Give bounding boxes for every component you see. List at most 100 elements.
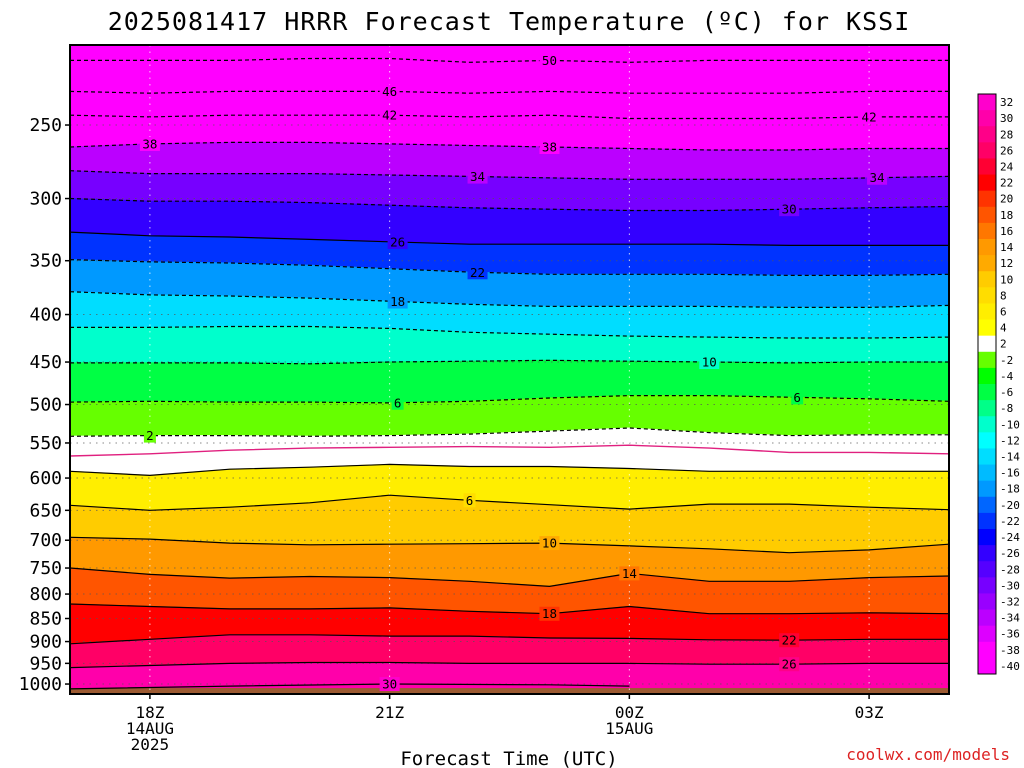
contour-layer — [70, 57, 949, 690]
contour-label-bg — [859, 109, 880, 124]
colorbar-swatch — [978, 126, 996, 143]
pressure-tick-label: 550 — [29, 433, 62, 454]
colorbar-label: 24 — [1000, 161, 1014, 174]
colorbar-swatch — [978, 303, 996, 321]
pressure-tick-label: 350 — [29, 251, 62, 272]
colorbar-label: 14 — [1000, 241, 1014, 254]
colorbar-swatch — [978, 239, 996, 256]
contour-label: 34 — [470, 169, 485, 184]
contour-line — [70, 494, 949, 511]
contour-label: 38 — [142, 136, 157, 151]
colorbar-label: -14 — [1000, 451, 1020, 464]
colorbar-swatch — [978, 641, 996, 659]
contour-label-bg — [391, 395, 404, 410]
contour-label-bg — [387, 235, 408, 250]
colorbar-swatch — [978, 94, 996, 111]
contour-line — [70, 463, 949, 477]
colorbar-swatch — [978, 287, 996, 304]
colorbar-swatch — [978, 335, 996, 353]
colorbar: 32 30 28 26 24 22 20 18 16 14 12 10 8 6 4 2 -2 -4 -6 -8 -10 -… — [977, 93, 1020, 675]
colorbar-label: 26 — [1000, 144, 1013, 157]
colorbar-swatch — [978, 529, 996, 546]
contour-label: 14 — [622, 566, 637, 581]
contour-label-bg — [379, 84, 400, 99]
contour-label-bg — [139, 136, 160, 151]
colorbar-label: 30 — [1000, 112, 1013, 125]
colorbar-frame — [977, 93, 997, 675]
pressure-tick-label: 950 — [29, 653, 62, 674]
colorbar-label: -36 — [1000, 628, 1020, 641]
colorbar-label: -22 — [1000, 515, 1020, 528]
contour-label-bg — [463, 493, 476, 508]
contour-label: 22 — [470, 265, 485, 280]
pressure-axis: 2503003504004505005506006507007508008509… — [19, 115, 70, 695]
colorbar-swatch — [978, 657, 996, 675]
colorbar-swatch — [978, 593, 996, 611]
colorbar-swatch — [978, 561, 996, 578]
time-tick-label: 18Z — [135, 703, 164, 722]
contour-label-bg — [779, 202, 800, 217]
contour-label-bg — [619, 566, 640, 581]
contour-label: 30 — [782, 202, 797, 217]
colorbar-label: -34 — [1000, 612, 1020, 625]
colorbar-swatch — [978, 319, 996, 337]
colorbar-label: -28 — [1000, 563, 1020, 576]
ground-fill — [70, 688, 949, 694]
pressure-tick-label: 600 — [29, 468, 62, 489]
colorbar-label: -38 — [1000, 644, 1020, 657]
pressure-tick-label: 900 — [29, 632, 62, 653]
contour-label: 46 — [382, 84, 397, 99]
contour-label-bg — [539, 139, 560, 154]
colorbar-swatch — [978, 464, 996, 482]
colorbar-swatch — [978, 512, 996, 530]
temperature-fill-layer — [70, 45, 949, 694]
colorbar-swatch — [978, 158, 996, 176]
contour-label-bg — [467, 265, 488, 280]
colorbar-label: 20 — [1000, 193, 1013, 206]
pressure-tick-label: 250 — [29, 115, 62, 136]
contour-label: 6 — [394, 395, 402, 410]
temperature-band — [70, 359, 949, 404]
contour-label: 18 — [542, 606, 557, 621]
colorbar-label: 22 — [1000, 177, 1013, 190]
colorbar-swatch — [978, 142, 996, 159]
time-tick-label: 21Z — [375, 703, 404, 722]
colorbar-swatch — [978, 255, 996, 272]
colorbar-swatch — [978, 222, 996, 240]
colorbar-swatch — [978, 432, 996, 449]
pressure-tick-label: 800 — [29, 584, 62, 605]
contour-label: 26 — [390, 235, 405, 250]
colorbar-label: -32 — [1000, 596, 1020, 609]
time-axis: 18Z14AUG202521Z00Z15AUG03Z06Z09Z — [126, 694, 884, 754]
colorbar-swatch — [978, 174, 996, 192]
colorbar-swatch — [978, 545, 996, 562]
colorbar-label: -2 — [1000, 354, 1013, 367]
time-tick-label: 14AUG — [126, 719, 174, 738]
contour-label-bg — [387, 294, 408, 309]
contour-label: 22 — [782, 633, 797, 648]
colorbar-swatch — [978, 625, 996, 643]
contour-label-bg — [867, 170, 888, 185]
colorbar-swatch — [978, 480, 996, 498]
colorbar-swatch — [978, 496, 996, 514]
colorbar-swatch — [978, 110, 996, 127]
contour-line — [70, 567, 949, 588]
time-tick-label: 15AUG — [605, 719, 653, 738]
temperature-band — [70, 395, 949, 437]
colorbar-label: 16 — [1000, 225, 1013, 238]
contour-line — [70, 603, 949, 615]
colorbar-swatch — [978, 271, 996, 288]
colorbar-label: -30 — [1000, 579, 1020, 592]
grid-layer — [70, 45, 949, 694]
pressure-tick-label: 1000 — [19, 674, 62, 695]
pressure-tick-label: 450 — [29, 352, 62, 373]
colorbar-swatch — [978, 190, 996, 208]
colorbar-swatch — [978, 416, 996, 433]
colorbar-label: 12 — [1000, 257, 1013, 270]
contour-label-bg — [143, 428, 156, 443]
colorbar-label: -26 — [1000, 547, 1020, 560]
contour-line — [70, 634, 949, 645]
contour-label-bg — [539, 606, 560, 621]
